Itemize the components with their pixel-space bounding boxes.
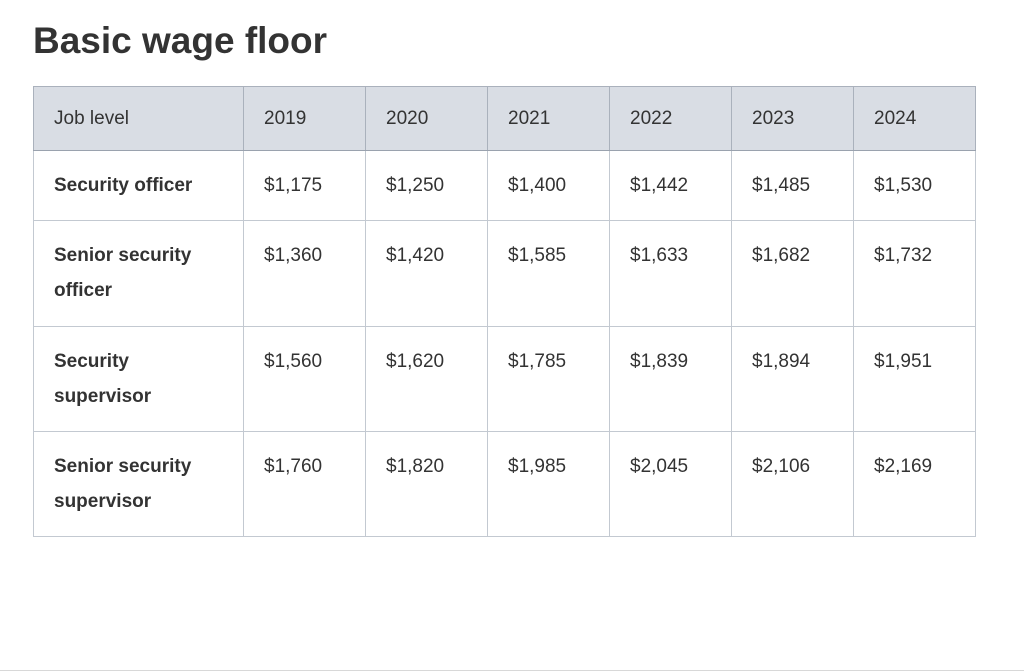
wage-cell: $1,560 bbox=[243, 325, 366, 432]
wage-cell: $1,485 bbox=[731, 150, 854, 222]
column-header-2023: 2023 bbox=[731, 85, 854, 152]
wage-cell: $1,400 bbox=[487, 150, 610, 222]
wage-cell: $1,682 bbox=[731, 220, 854, 327]
row-label-senior-security-supervisor: Senior security supervisor bbox=[33, 430, 244, 538]
wage-cell: $1,420 bbox=[365, 220, 488, 327]
column-header-2024: 2024 bbox=[853, 85, 976, 152]
table-row-security-supervisor: Security supervisor $1,560 $1,620 $1,785… bbox=[33, 325, 976, 432]
column-header-job-level: Job level bbox=[33, 85, 244, 152]
row-label-security-supervisor: Security supervisor bbox=[33, 325, 244, 432]
header-row: Job level 2019 2020 2021 2022 2023 2024 bbox=[33, 85, 976, 152]
column-header-2022: 2022 bbox=[609, 85, 732, 152]
wage-cell: $1,839 bbox=[609, 325, 732, 432]
wage-cell: $2,045 bbox=[609, 430, 732, 538]
table-row-security-officer: Security officer $1,175 $1,250 $1,400 $1… bbox=[33, 150, 976, 222]
page-title: Basic wage floor bbox=[33, 20, 328, 61]
wage-cell: $1,760 bbox=[243, 430, 366, 538]
wage-cell: $1,633 bbox=[609, 220, 732, 327]
wage-cell: $2,106 bbox=[731, 430, 854, 538]
wage-cell: $1,894 bbox=[731, 325, 854, 432]
row-label-security-officer: Security officer bbox=[33, 150, 244, 222]
table-header: Job level 2019 2020 2021 2022 2023 2024 bbox=[33, 85, 976, 152]
wage-cell: $1,442 bbox=[609, 150, 732, 222]
wage-cell: $2,169 bbox=[853, 430, 976, 538]
wage-cell: $1,820 bbox=[365, 430, 488, 538]
wage-cell: $1,530 bbox=[853, 150, 976, 222]
table-row-senior-security-officer: Senior security officer $1,360 $1,420 $1… bbox=[33, 220, 976, 327]
column-header-2020: 2020 bbox=[365, 85, 488, 152]
column-header-2021: 2021 bbox=[487, 85, 610, 152]
wage-cell: $1,250 bbox=[365, 150, 488, 222]
basic-wage-floor-table: Job level 2019 2020 2021 2022 2023 2024 … bbox=[33, 85, 976, 538]
wage-cell: $1,732 bbox=[853, 220, 976, 327]
row-label-senior-security-officer: Senior security officer bbox=[33, 220, 244, 327]
table-row-senior-security-supervisor: Senior security supervisor $1,760 $1,820… bbox=[33, 430, 976, 538]
table-body: Security officer $1,175 $1,250 $1,400 $1… bbox=[33, 150, 976, 538]
wage-cell: $1,175 bbox=[243, 150, 366, 222]
wage-cell: $1,620 bbox=[365, 325, 488, 432]
wage-cell: $1,985 bbox=[487, 430, 610, 538]
wage-cell: $1,360 bbox=[243, 220, 366, 327]
wage-cell: $1,585 bbox=[487, 220, 610, 327]
column-header-2019: 2019 bbox=[243, 85, 366, 152]
wage-cell: $1,951 bbox=[853, 325, 976, 432]
wage-cell: $1,785 bbox=[487, 325, 610, 432]
